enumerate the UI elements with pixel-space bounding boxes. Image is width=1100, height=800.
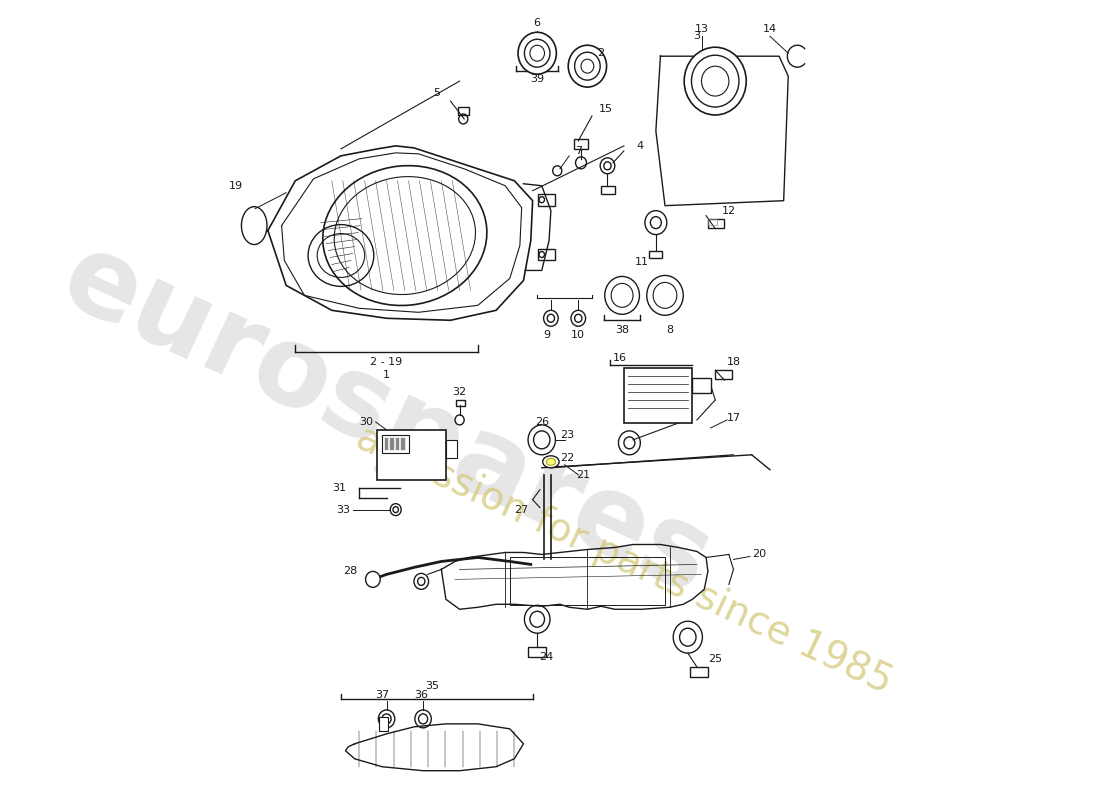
Bar xyxy=(692,378,711,393)
Bar xyxy=(538,194,554,206)
Ellipse shape xyxy=(653,282,676,308)
Text: 20: 20 xyxy=(751,550,766,559)
Bar xyxy=(715,370,732,379)
Circle shape xyxy=(365,571,381,587)
Text: 26: 26 xyxy=(535,417,549,427)
Bar xyxy=(379,717,388,731)
Bar xyxy=(708,218,724,228)
Bar xyxy=(458,107,469,115)
Bar xyxy=(509,558,666,606)
Ellipse shape xyxy=(605,277,639,314)
Text: 13: 13 xyxy=(694,24,708,34)
Bar xyxy=(377,430,446,480)
Text: 33: 33 xyxy=(337,505,350,514)
Text: 1: 1 xyxy=(383,370,390,380)
Bar xyxy=(402,438,405,450)
Text: 30: 30 xyxy=(359,417,373,427)
Bar xyxy=(528,647,547,657)
Text: 2: 2 xyxy=(597,48,605,58)
Text: 32: 32 xyxy=(452,387,466,397)
Text: 23: 23 xyxy=(560,430,574,440)
Ellipse shape xyxy=(692,55,739,107)
Text: 24: 24 xyxy=(539,652,553,662)
Text: 7: 7 xyxy=(574,146,582,156)
Text: 3: 3 xyxy=(693,31,701,42)
Text: 5: 5 xyxy=(433,88,440,98)
Text: 6: 6 xyxy=(534,18,541,28)
Bar xyxy=(649,250,662,258)
Ellipse shape xyxy=(612,283,632,307)
Text: a passion for parts since 1985: a passion for parts since 1985 xyxy=(350,418,898,701)
Text: 36: 36 xyxy=(415,690,428,700)
Text: 12: 12 xyxy=(722,206,736,216)
Text: 2 - 19: 2 - 19 xyxy=(371,357,403,367)
Text: eurospares: eurospares xyxy=(45,223,727,617)
Text: 27: 27 xyxy=(514,505,528,514)
Text: 28: 28 xyxy=(343,566,358,577)
Bar xyxy=(455,400,465,406)
Ellipse shape xyxy=(574,52,601,80)
Ellipse shape xyxy=(647,275,683,315)
Text: 31: 31 xyxy=(332,482,346,493)
Bar xyxy=(390,438,394,450)
Bar xyxy=(385,438,388,450)
Ellipse shape xyxy=(542,456,559,468)
Bar xyxy=(690,667,708,677)
Bar xyxy=(574,139,589,149)
Ellipse shape xyxy=(569,46,606,87)
Bar xyxy=(446,440,456,458)
Text: 21: 21 xyxy=(575,470,590,480)
Ellipse shape xyxy=(518,32,557,74)
Text: 35: 35 xyxy=(426,681,439,691)
Bar xyxy=(396,438,399,450)
Text: 14: 14 xyxy=(763,24,777,34)
Bar xyxy=(382,435,409,453)
Bar xyxy=(708,218,717,225)
Text: 22: 22 xyxy=(560,453,574,462)
Text: 18: 18 xyxy=(726,357,740,367)
Bar xyxy=(601,186,615,194)
Text: 25: 25 xyxy=(708,654,723,664)
Ellipse shape xyxy=(525,39,550,67)
Text: 38: 38 xyxy=(615,326,629,335)
Text: 4: 4 xyxy=(637,141,644,151)
Text: 17: 17 xyxy=(726,413,740,423)
Text: 8: 8 xyxy=(666,326,673,335)
Text: 9: 9 xyxy=(542,330,550,340)
Bar xyxy=(538,249,554,261)
Text: 19: 19 xyxy=(229,181,243,190)
Ellipse shape xyxy=(547,458,556,466)
Text: 16: 16 xyxy=(613,353,626,363)
Text: 11: 11 xyxy=(635,258,649,267)
Bar xyxy=(624,368,692,423)
Ellipse shape xyxy=(684,47,746,115)
Text: 10: 10 xyxy=(571,330,585,340)
Text: 39: 39 xyxy=(530,74,544,84)
Text: 15: 15 xyxy=(598,104,613,114)
Text: 37: 37 xyxy=(375,690,389,700)
